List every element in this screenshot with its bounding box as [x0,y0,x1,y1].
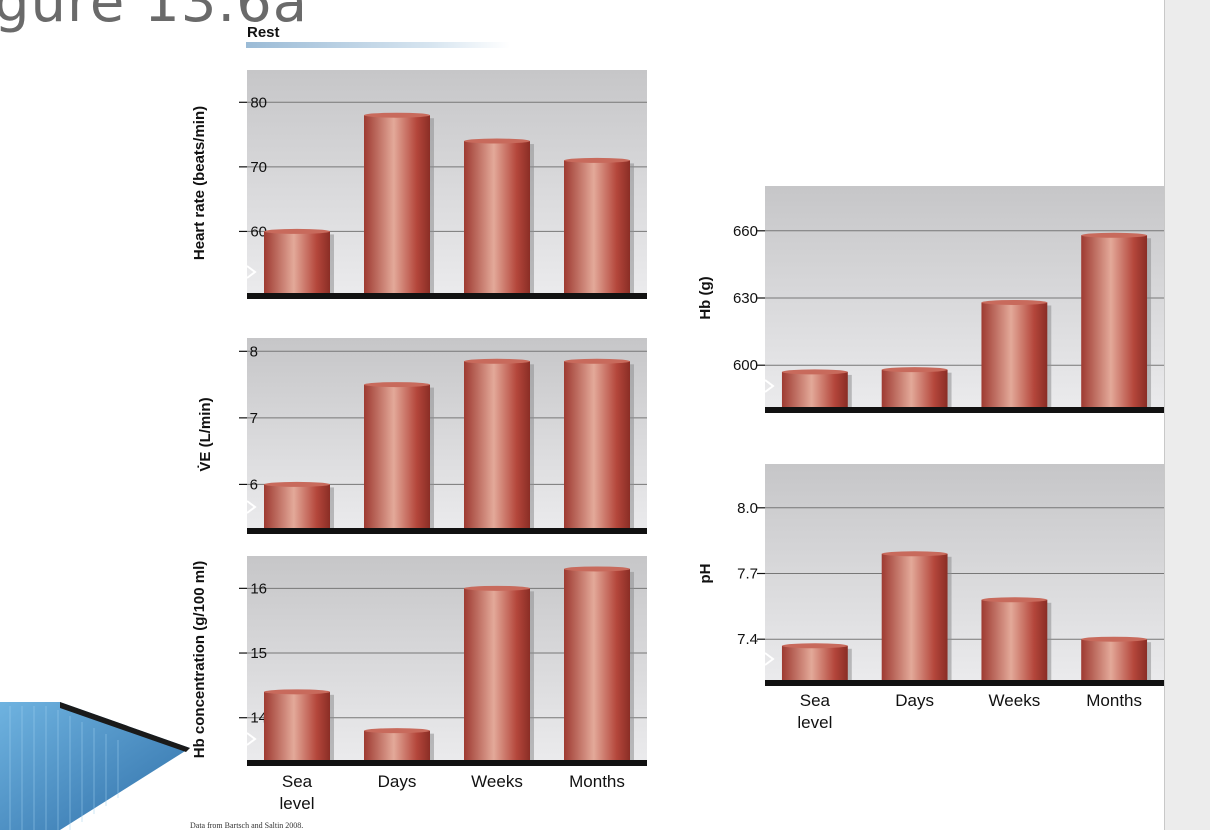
bar-cap [464,358,530,364]
bar [981,599,1048,683]
x-tick-label: Weeks [471,772,523,791]
bar-cap [464,585,530,591]
y-tick-label: 15 [250,645,267,662]
bar [464,141,530,296]
bar [881,369,948,410]
bar [364,384,430,531]
x-tick-label: Sea [282,772,313,791]
bar-cap [981,299,1048,305]
bar [464,588,530,763]
axis-break [764,652,775,666]
bar [264,691,330,763]
bar [364,115,430,296]
bar-cap [364,112,430,118]
bar-cap [781,369,848,375]
x-tick-label: Days [378,772,417,791]
y-tick-label: 630 [733,290,758,307]
x-tick-label: Months [1086,691,1142,710]
x-axis-baseline [247,528,647,534]
bar-cap [981,597,1048,603]
rest-heading-underline [246,42,510,48]
bar-cap [881,551,948,557]
axis-break [246,732,257,746]
bar [781,645,848,683]
chart-2: 14 15 16 Hb concentration (g/100 ml) Sea leve… [191,556,647,813]
y-axis-label: V̇E (L/min) [197,397,214,471]
slide-title: gure 13.6a [0,0,309,35]
bar-cap [881,367,948,373]
y-axis-label: pH [697,564,714,584]
x-axis-baseline [765,407,1164,413]
y-tick-label: 70 [250,159,267,176]
bar [564,160,630,296]
bar [564,361,630,531]
bar-cap [464,138,530,144]
bar-cap [264,689,330,695]
bar-cap [1081,636,1148,642]
source-note: Data from Bartsch and Saltin 2008. [190,821,304,830]
y-tick-label: 16 [250,580,267,597]
bar [881,553,948,683]
y-tick-label: 6 [250,476,258,493]
bar-cap [781,643,848,649]
x-tick-label: level [797,713,832,732]
axis-break [764,379,775,393]
y-tick-label: 600 [733,357,758,374]
bar [264,484,330,531]
y-tick-label: 14 [250,710,267,727]
bar-cap [364,382,430,388]
y-tick-label: 8 [250,343,258,360]
rest-heading: Rest [247,24,280,41]
y-tick-label: 7.4 [737,631,758,648]
axis-break [246,500,257,514]
y-tick-label: 80 [250,94,267,111]
y-tick-label: 8.0 [737,500,758,517]
bar-cap [364,728,430,734]
x-axis-baseline [247,293,647,299]
x-axis-baseline [247,760,647,766]
chart-1: 6 7 8 V̇E (L/min) [197,338,647,534]
bar [364,730,430,763]
bar-cap [1081,232,1148,238]
y-axis-label: Hb (g) [697,276,714,319]
x-axis-baseline [765,680,1164,686]
y-tick-label: 60 [250,223,267,240]
bar-cap [564,358,630,364]
y-tick-label: 7.7 [737,566,758,583]
blue-arrow-decoration [0,702,190,830]
bar [1081,235,1148,410]
bar [981,302,1048,410]
x-tick-label: Months [569,772,625,791]
side-panel [1164,0,1210,830]
chart-0: 60 70 80 Heart rate (beats/min) [191,70,647,299]
bar [564,568,630,763]
chart-3: 600 630 660 Hb (g) [697,186,1164,413]
bar [464,361,530,531]
bar [781,371,848,410]
x-tick-label: Days [895,691,934,710]
y-axis-label: Hb concentration (g/100 ml) [191,561,208,759]
bar [264,231,330,296]
bar [1081,639,1148,683]
y-tick-label: 660 [733,223,758,240]
chart-4: 7.4 7.7 8.0 pH Sea level Days Weeks Months [697,464,1164,732]
bar-cap [264,228,330,234]
y-tick-label: 7 [250,410,258,427]
bar-cap [564,566,630,572]
x-tick-label: Sea [800,691,831,710]
bar-cap [264,481,330,487]
x-tick-label: Weeks [989,691,1041,710]
axis-break [246,265,257,279]
x-tick-label: level [280,794,315,813]
bar-cap [564,157,630,163]
y-axis-label: Heart rate (beats/min) [191,106,208,260]
